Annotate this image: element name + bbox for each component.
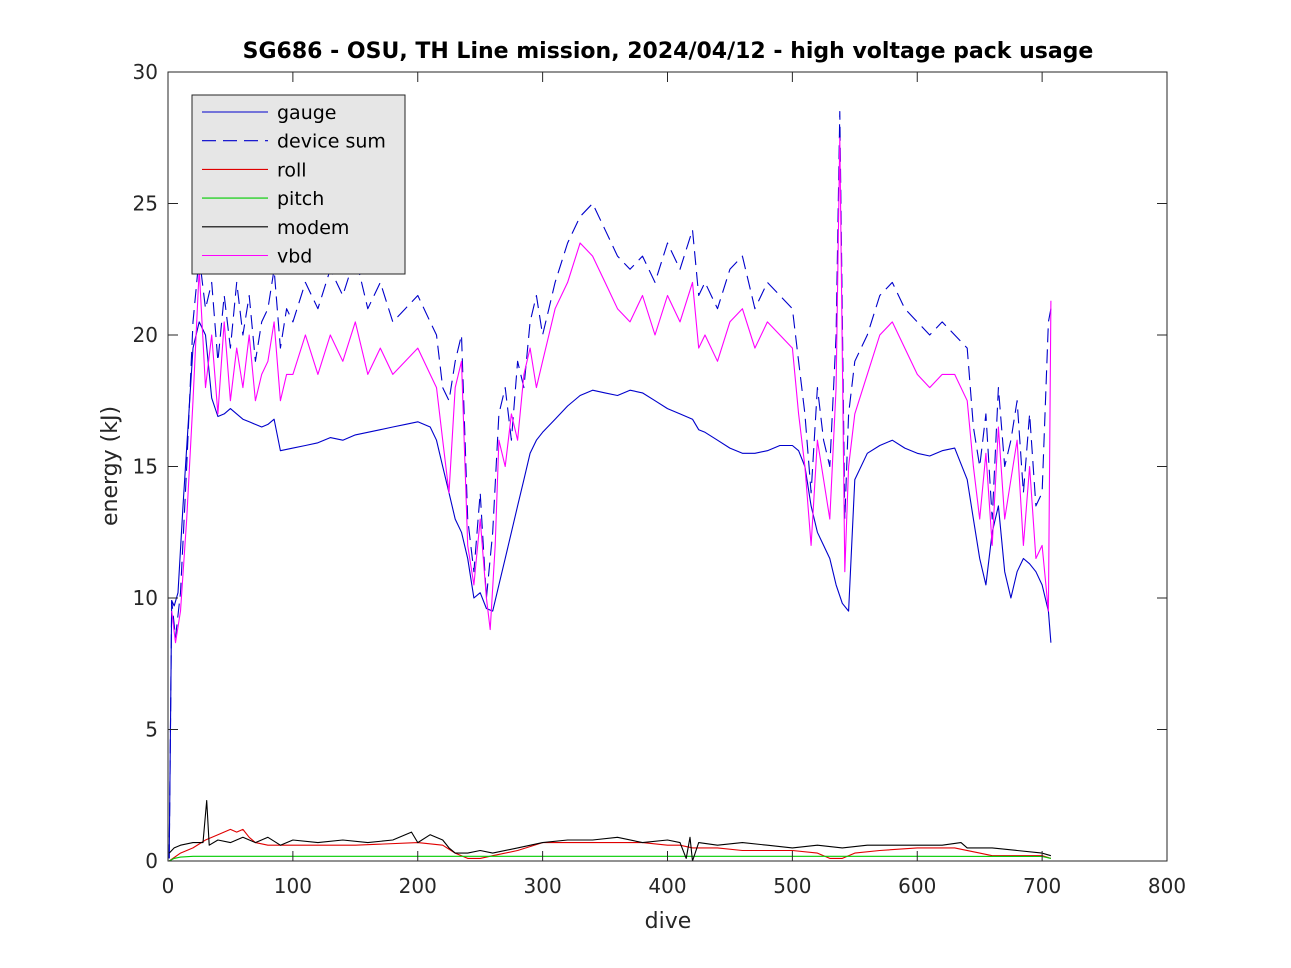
y-axis-label: energy (kJ) <box>98 406 123 526</box>
x-tick-label: 200 <box>399 874 437 898</box>
x-tick-label: 100 <box>274 874 312 898</box>
x-tick-label: 400 <box>648 874 686 898</box>
chart-title: SG686 - OSU, TH Line mission, 2024/04/12… <box>243 39 1094 64</box>
x-tick-label: 700 <box>1023 874 1061 898</box>
y-tick-label: 0 <box>145 849 158 873</box>
y-tick-label: 5 <box>145 718 158 742</box>
legend-label-modem: modem <box>277 217 349 239</box>
legend-label-vbd: vbd <box>277 246 312 268</box>
y-tick-label: 30 <box>133 60 158 84</box>
legend: gauge device sum roll pitch modem vbd <box>191 94 406 275</box>
series-pitch <box>168 855 1052 862</box>
y-tick-label: 15 <box>133 455 158 479</box>
x-tick-label: 800 <box>1148 874 1186 898</box>
legend-label-gauge: gauge <box>277 102 337 124</box>
legend-label-roll: roll <box>277 159 307 181</box>
x-tick-label: 500 <box>773 874 811 898</box>
y-tick-label: 10 <box>133 586 158 610</box>
x-axis-label: dive <box>645 909 692 934</box>
legend-box <box>191 94 406 275</box>
y-tick-label: 25 <box>133 192 158 216</box>
legend-label-device-sum: device sum <box>277 131 386 153</box>
legend-items: gauge device sum roll pitch modem vbd <box>202 102 386 268</box>
x-axis-ticks: 0 100 200 300 400 500 600 700 800 <box>162 72 1186 898</box>
x-tick-label: 600 <box>898 874 936 898</box>
x-tick-label: 300 <box>524 874 562 898</box>
y-axis-ticks: 0 5 10 15 20 25 30 <box>133 60 1167 873</box>
series-vbd <box>171 137 1052 644</box>
series-layer <box>168 110 1052 862</box>
series-roll <box>168 828 1052 862</box>
legend-label-pitch: pitch <box>277 188 324 210</box>
series-modem <box>168 799 1052 862</box>
y-tick-label: 20 <box>133 323 158 347</box>
series-gauge <box>168 321 1052 859</box>
series-device-sum <box>168 110 1052 859</box>
x-tick-label: 0 <box>162 874 175 898</box>
